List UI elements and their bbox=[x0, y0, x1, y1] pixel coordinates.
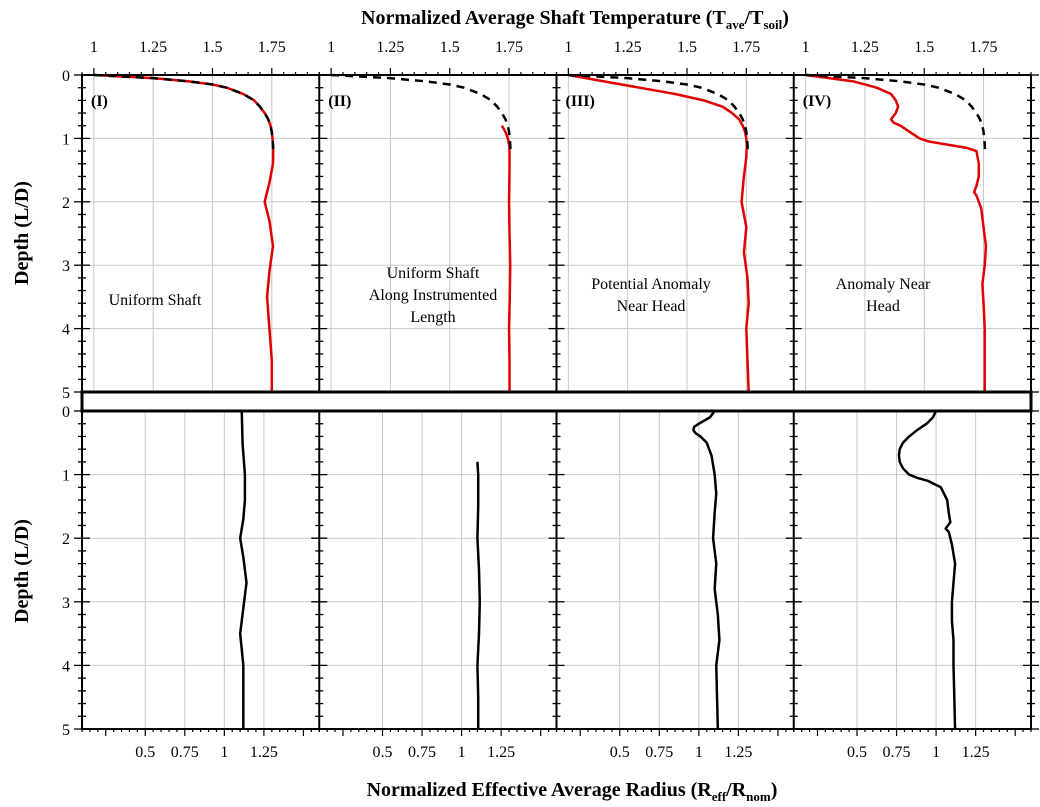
bottom-axis-title: Normalized Effective Average Radius (Ref… bbox=[367, 779, 778, 804]
temperature-tick-label: 1.5 bbox=[677, 39, 697, 56]
radius-tick-label: 1 bbox=[458, 744, 466, 761]
depth-tick-label: 0 bbox=[62, 404, 70, 421]
radius-tick-label: 0.75 bbox=[408, 744, 436, 761]
depth-tick-label: 1 bbox=[62, 131, 70, 148]
panel-annotation-3: Near Head bbox=[617, 298, 686, 315]
depth-tick-label: 0 bbox=[62, 68, 70, 85]
radius-tick-label: 1 bbox=[932, 744, 940, 761]
depth-tick-label: 5 bbox=[62, 722, 70, 739]
measured-temperature-line-panel-2 bbox=[500, 125, 512, 392]
reference-temperature-line-panel-2 bbox=[331, 73, 512, 152]
radius-tick-label: 0.5 bbox=[847, 744, 867, 761]
temperature-tick-label: 1.25 bbox=[139, 39, 167, 56]
radius-tick-label: 1 bbox=[220, 744, 228, 761]
panel-annotation-2: Along Instrumented bbox=[369, 287, 497, 304]
temperature-tick-label: 1.5 bbox=[914, 39, 934, 56]
temperature-tick-label: 1 bbox=[90, 39, 98, 56]
radius-tick-label: 0.5 bbox=[373, 744, 393, 761]
temperature-tick-label: 1.75 bbox=[258, 39, 286, 56]
panel-annotation-3: Potential Anomaly bbox=[591, 276, 711, 293]
label-layer: 0 0 1 1 2 2 3 3 4 4 5 5 1 1.25 1.5 1.75 0.5 0.75 1 1.25 1 1.2… bbox=[62, 39, 998, 761]
y-axis-title-bottom: Depth (L/D) bbox=[11, 519, 33, 623]
temperature-tick-label: 1.5 bbox=[202, 39, 222, 56]
temperature-tick-label: 1.75 bbox=[970, 39, 998, 56]
radius-line-panel-4 bbox=[897, 410, 957, 730]
radius-tick-label: 0.5 bbox=[610, 744, 630, 761]
panel-label-1: (I) bbox=[91, 93, 108, 110]
temperature-tick-label: 1.25 bbox=[376, 39, 404, 56]
depth-tick-label: 4 bbox=[62, 322, 70, 339]
top-axis-title: Normalized Average Shaft Temperature (Ta… bbox=[361, 7, 789, 32]
reference-temperature-line-panel-4 bbox=[805, 73, 987, 152]
measured-temperature-line-panel-4 bbox=[805, 73, 988, 392]
radius-tick-label: 1.25 bbox=[962, 744, 990, 761]
temperature-tick-label: 1 bbox=[564, 39, 572, 56]
radius-tick-label: 0.5 bbox=[135, 744, 155, 761]
depth-tick-label: 2 bbox=[62, 195, 70, 212]
radius-tick-label: 0.75 bbox=[171, 744, 199, 761]
radius-line-panel-3 bbox=[692, 410, 721, 730]
depth-tick-label: 1 bbox=[62, 468, 70, 485]
temperature-tick-label: 1 bbox=[327, 39, 335, 56]
axis-break-band bbox=[80, 390, 1033, 413]
radius-line-panel-1 bbox=[238, 410, 248, 729]
radius-tick-label: 1.25 bbox=[250, 744, 278, 761]
panel-annotation-2: Uniform Shaft bbox=[387, 265, 480, 282]
panel-annotation-4: Anomaly Near bbox=[836, 276, 931, 293]
radius-tick-label: 1.25 bbox=[487, 744, 515, 761]
depth-tick-label: 5 bbox=[62, 385, 70, 402]
panel-label-4: (IV) bbox=[803, 93, 831, 110]
radius-line-panel-2 bbox=[476, 461, 482, 729]
panel-label-3: (III) bbox=[566, 93, 595, 110]
measured-temperature-line-panel-1 bbox=[93, 73, 275, 392]
tick-layer bbox=[74, 68, 1039, 736]
temperature-tick-label: 1.75 bbox=[495, 39, 523, 56]
panel-annotation-1: Uniform Shaft bbox=[109, 292, 202, 309]
curve-layer bbox=[93, 73, 988, 730]
radius-tick-label: 0.75 bbox=[645, 744, 673, 761]
temperature-tick-label: 1 bbox=[802, 39, 810, 56]
panel-annotation-4: Head bbox=[866, 298, 900, 315]
reference-temperature-line-panel-1 bbox=[93, 73, 275, 152]
panel-annotation-2: Length bbox=[410, 309, 455, 326]
depth-tick-label: 3 bbox=[62, 258, 70, 275]
radius-tick-label: 1.25 bbox=[724, 744, 752, 761]
panel-label-2: (II) bbox=[328, 93, 351, 110]
depth-tick-label: 2 bbox=[62, 531, 70, 548]
reference-temperature-line-panel-3 bbox=[568, 73, 749, 152]
radius-tick-label: 1 bbox=[695, 744, 703, 761]
temperature-tick-label: 1.5 bbox=[440, 39, 460, 56]
depth-tick-label: 4 bbox=[62, 658, 70, 675]
depth-tick-label: 3 bbox=[62, 595, 70, 612]
radius-tick-label: 0.75 bbox=[883, 744, 911, 761]
y-axis-title-top: Depth (L/D) bbox=[11, 181, 33, 285]
temperature-tick-label: 1.25 bbox=[851, 39, 879, 56]
measured-temperature-line-panel-3 bbox=[568, 73, 750, 393]
temperature-tick-label: 1.25 bbox=[614, 39, 642, 56]
temperature-tick-label: 1.75 bbox=[732, 39, 760, 56]
